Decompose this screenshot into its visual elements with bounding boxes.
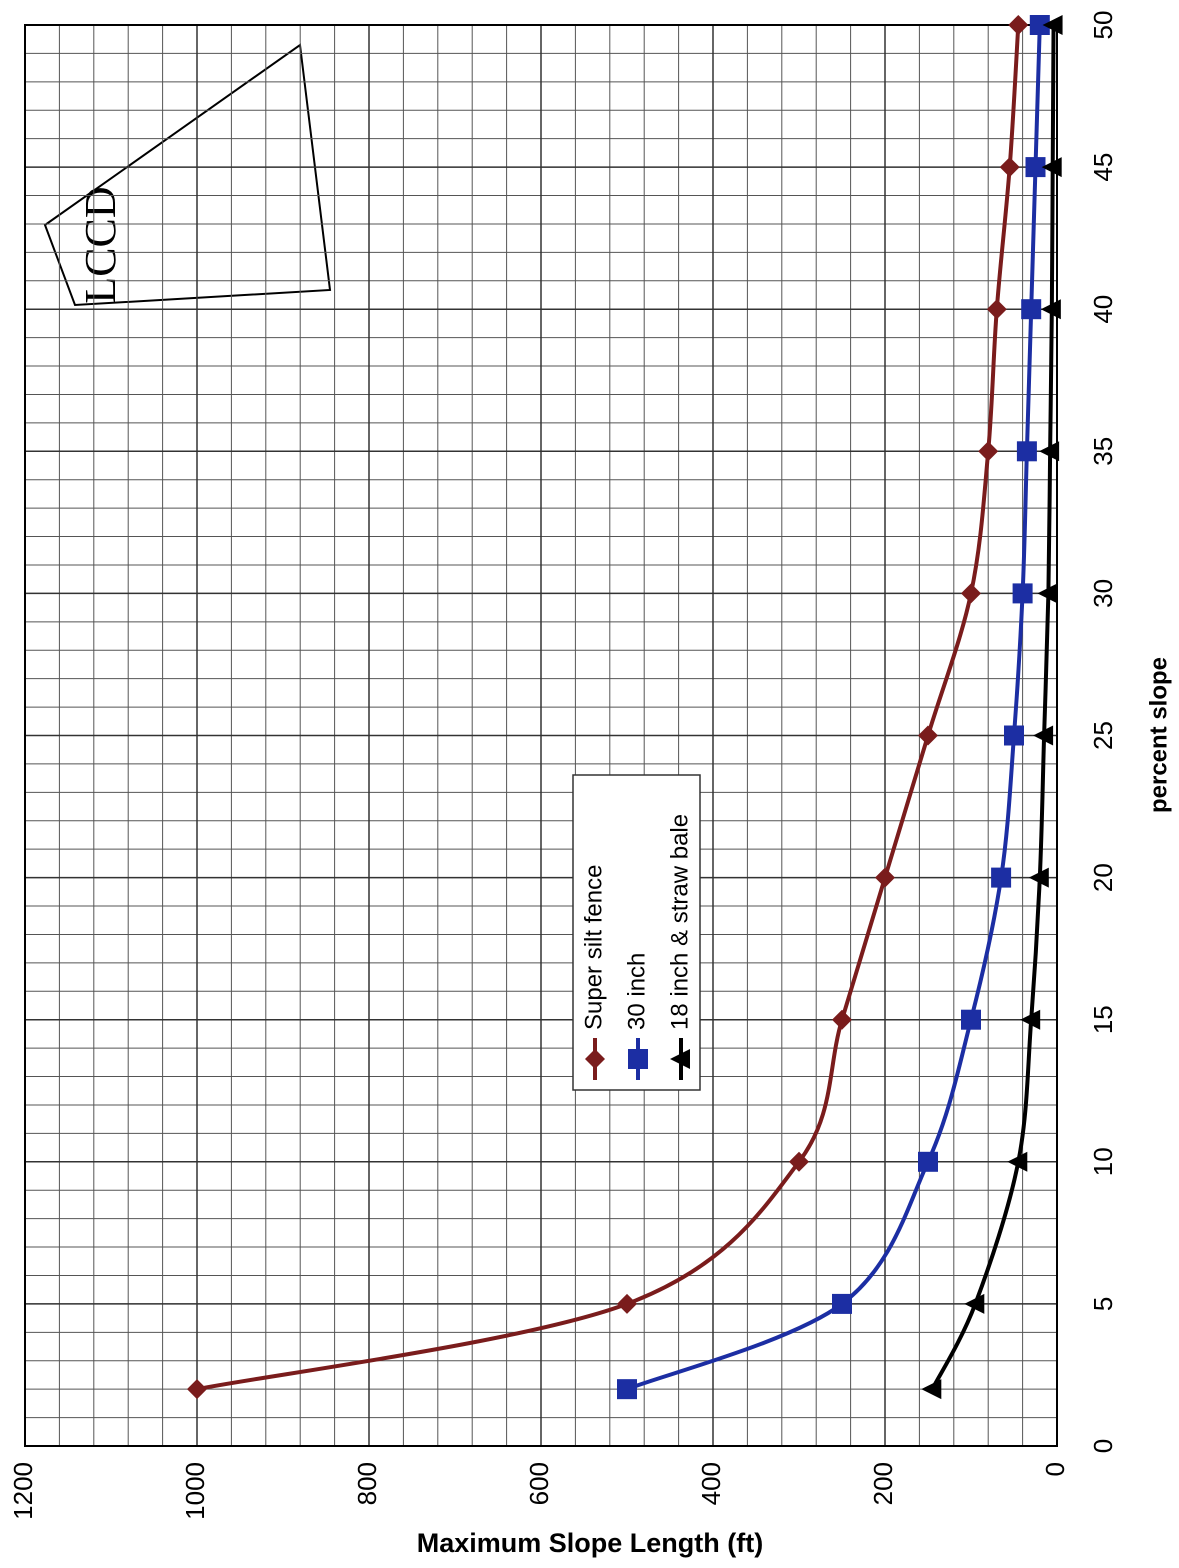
- x-tick-label: 25: [1088, 721, 1118, 750]
- logo: LCCD: [45, 45, 330, 305]
- legend-label: Super silt fence: [580, 865, 607, 1030]
- marker: [187, 1379, 207, 1399]
- marker: [1004, 726, 1024, 746]
- y-tick-label: 1200: [8, 1462, 38, 1520]
- marker: [1000, 157, 1020, 177]
- y-tick-label: 200: [868, 1462, 898, 1505]
- y-tick-label: 400: [696, 1462, 726, 1505]
- marker: [961, 583, 981, 603]
- x-tick-label: 45: [1088, 153, 1118, 182]
- marker: [1017, 441, 1037, 461]
- legend-marker: [628, 1049, 648, 1069]
- marker: [832, 1294, 852, 1314]
- x-tick-label: 20: [1088, 863, 1118, 892]
- marker: [875, 868, 895, 888]
- x-tick-label: 15: [1088, 1005, 1118, 1034]
- x-tick-label: 35: [1088, 437, 1118, 466]
- marker: [987, 299, 1007, 319]
- x-tick-label: 30: [1088, 579, 1118, 608]
- marker: [1008, 15, 1028, 35]
- marker: [1021, 299, 1041, 319]
- y-tick-label: 1000: [180, 1462, 210, 1520]
- y-tick-label: 600: [524, 1462, 554, 1505]
- marker: [617, 1294, 637, 1314]
- x-tick-label: 10: [1088, 1147, 1118, 1176]
- marker: [918, 726, 938, 746]
- x-tick-label: 40: [1088, 295, 1118, 324]
- legend-label: 18 inch & straw bale: [666, 814, 693, 1030]
- marker: [921, 1379, 941, 1399]
- marker: [961, 1010, 981, 1030]
- marker: [918, 1152, 938, 1172]
- x-tick-label: 5: [1088, 1297, 1118, 1311]
- legend-label: 30 inch: [623, 953, 650, 1030]
- marker: [617, 1379, 637, 1399]
- marker: [1013, 583, 1033, 603]
- marker: [991, 868, 1011, 888]
- y-tick-label: 0: [1040, 1462, 1070, 1476]
- x-tick-label: 50: [1088, 11, 1118, 40]
- x-tick-label: 0: [1088, 1439, 1118, 1453]
- logo-text: LCCD: [76, 186, 125, 303]
- chart: LCCD 0 5 10 15 20 25 30 35 40 45 50 0 200 400 600 800 10…: [0, 0, 1179, 1568]
- y-tick-label: 800: [352, 1462, 382, 1505]
- plot-group: 0 5 10 15 20 25 30 35 40 45 50 0 200 400 600 800 1000 120…: [8, 11, 1172, 1520]
- y-axis-title: Maximum Slope Length (ft): [417, 1528, 764, 1558]
- marker: [832, 1010, 852, 1030]
- marker: [978, 441, 998, 461]
- x-axis-title: percent slope: [1145, 657, 1172, 813]
